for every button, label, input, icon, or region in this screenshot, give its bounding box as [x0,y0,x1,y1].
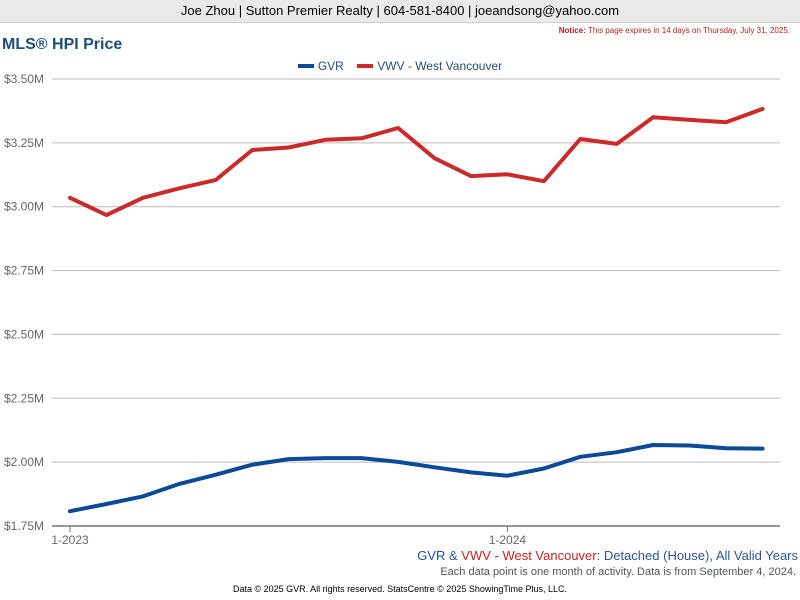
chart-title: MLS® HPI Price [2,36,123,53]
chart-caption: GVR & VWV - West Vancouver: Detached (Ho… [417,548,798,563]
caption-vwv: VWV - West Vancouver [461,548,597,563]
chart-legend: GVR VWV - West Vancouver [0,57,800,73]
legend-swatch-gvr [297,64,314,68]
y-tick-label: $2.75M [4,264,44,278]
legend-label-vwv: VWV - West Vancouver [377,59,503,73]
line-chart: $3.50M $3.25M $3.00M $2.75M $2.50M $2.25M $2.0… [4,72,780,547]
legend-item-gvr[interactable]: GVR [297,59,344,73]
x-tick-label: 1-2023 [51,533,89,547]
copyright-footer: Data © 2025 GVR. All rights reserved. St… [232,584,568,594]
legend-item-vwv[interactable]: VWV - West Vancouver [357,59,502,73]
legend-swatch-vwv [357,64,374,68]
agent-contact-text: Joe Zhou | Sutton Premier Realty | 604-5… [180,3,620,18]
chart-subcaption: Each data point is one month of activity… [440,566,796,578]
y-tick-label: $2.25M [4,391,44,405]
notice-label: Notice: [558,26,586,35]
series-line-gvr [68,443,765,514]
y-tick-label: $3.50M [4,72,44,86]
y-tick-label: $3.25M [4,136,44,150]
notice-text: This page expires in 14 days on Thursday… [587,26,790,35]
series-line-vwv [68,106,765,218]
y-tick-label: $2.00M [4,455,44,469]
expiry-notice: Notice: This page expires in 14 days on … [559,26,790,35]
y-tick-label: $3.00M [4,200,44,214]
agent-header-bar: Joe Zhou | Sutton Premier Realty | 604-5… [0,0,800,23]
x-tick-label: 1-2024 [489,533,527,547]
caption-ampersand: & [448,548,458,563]
caption-property-type: : Detached (House), All Valid Years [596,548,798,563]
y-tick-label: $2.50M [4,327,44,341]
caption-gvr: GVR [417,548,446,563]
y-tick-label: $1.75M [4,519,44,533]
legend-label-gvr: GVR [317,59,344,73]
